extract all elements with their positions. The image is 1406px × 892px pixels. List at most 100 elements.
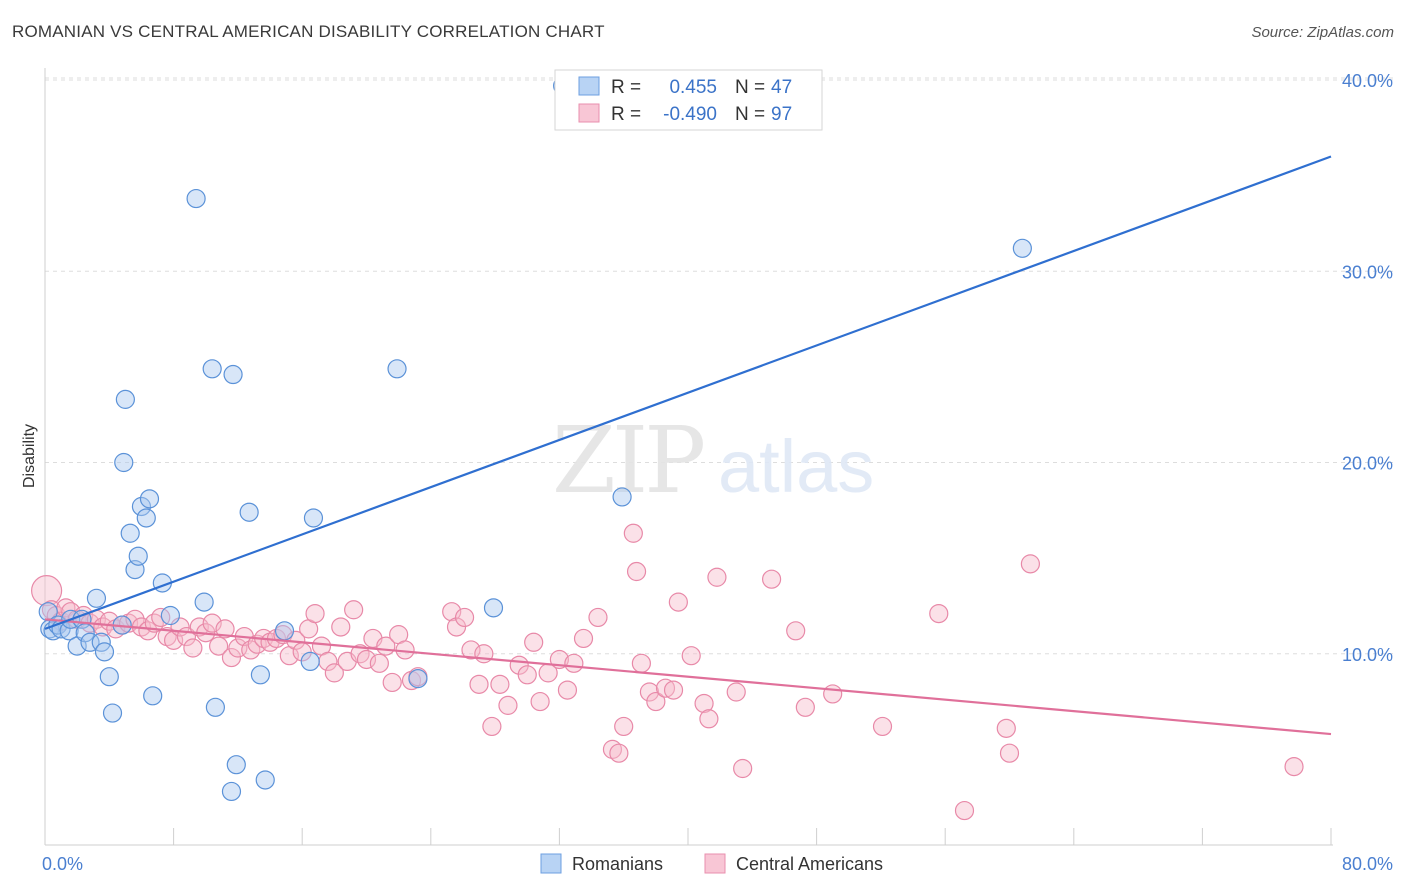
central-americans-point-86 [646, 691, 666, 712]
central-americans-point-90 [681, 646, 701, 666]
romanians-point-38 [274, 621, 295, 641]
legend-swatch-central-americans [578, 103, 600, 123]
watermark-atlas: atlas [718, 425, 874, 508]
romanians-point-25 [143, 686, 163, 706]
central-americans-point-0 [31, 575, 63, 607]
y-tick-label-3: 40.0% [1342, 71, 1393, 91]
central-americans-points [31, 523, 1304, 821]
central-americans-point-100 [872, 716, 893, 737]
romanians-point-35 [239, 502, 259, 522]
legend-r-value-romanians: 0.455 [669, 77, 717, 98]
y-tick-label-0: 10.0% [1342, 645, 1393, 665]
central-americans-point-68 [498, 695, 518, 715]
central-americans-point-75 [557, 680, 578, 700]
gridlines [45, 77, 1393, 655]
series-legend: Romanians Central Americans [540, 853, 883, 874]
central-americans-point-92 [699, 709, 719, 729]
central-americans-point-85 [639, 682, 660, 702]
central-americans-point-63 [461, 640, 481, 660]
central-americans-point-49 [344, 600, 364, 620]
central-americans-point-106 [1284, 756, 1304, 777]
central-americans-trend-line [44, 618, 1332, 736]
central-americans-point-82 [623, 523, 643, 543]
romanians-point-21 [128, 546, 148, 566]
central-americans-point-43 [305, 603, 325, 624]
central-americans-point-17 [138, 621, 158, 641]
central-americans-point-53 [369, 653, 389, 673]
romanians-point-24 [139, 489, 160, 509]
romanians-point-45 [612, 487, 632, 507]
y-tick-label-1: 20.0% [1342, 454, 1393, 474]
source-credit: Source: ZipAtlas.com [1251, 24, 1394, 41]
romanians-point-27 [160, 605, 180, 626]
legend-n-value-central-americans: 97 [771, 104, 792, 125]
central-americans-point-95 [733, 758, 753, 779]
romanians-point-13 [94, 642, 115, 662]
series-legend-label-romanians: Romanians [572, 854, 663, 874]
central-americans-point-76 [564, 653, 584, 673]
chart-title: ROMANIAN VS CENTRAL AMERICAN DISABILITY … [12, 22, 605, 41]
legend-n-label-romanians: N = [735, 77, 765, 98]
legend-swatch-romanians [578, 76, 600, 96]
central-americans-point-24 [183, 638, 203, 658]
romanians-point-46 [1012, 238, 1032, 258]
series-legend-label-central-americans: Central Americans [736, 854, 883, 874]
romanians-point-28 [186, 188, 206, 209]
y-tick-label-2: 30.0% [1342, 262, 1393, 282]
central-americans-point-29 [215, 619, 235, 639]
romanians-point-11 [86, 588, 107, 608]
trend-lines [44, 155, 1332, 736]
central-americans-point-77 [573, 628, 594, 649]
romanians-points [38, 76, 1032, 802]
romanians-point-18 [114, 452, 134, 473]
central-americans-point-64 [469, 674, 489, 694]
romanians-point-19 [120, 523, 140, 543]
central-americans-point-96 [761, 569, 782, 589]
central-americans-point-46 [324, 663, 344, 683]
romanians-point-17 [115, 389, 135, 409]
central-americans-point-83 [626, 561, 647, 582]
romanians-point-42 [408, 669, 428, 689]
central-americans-point-51 [356, 649, 377, 670]
central-americans-point-99 [823, 684, 843, 704]
central-americans-point-70 [517, 665, 537, 685]
central-americans-point-98 [795, 697, 815, 717]
romanians-point-39 [300, 651, 320, 672]
romanians-point-37 [255, 770, 275, 790]
series-legend-swatch-romanians [540, 853, 562, 874]
central-americans-point-94 [726, 682, 746, 702]
romanians-point-36 [250, 665, 271, 685]
central-americans-point-62 [454, 607, 475, 628]
romanians-point-15 [102, 703, 123, 723]
central-americans-point-101 [929, 603, 949, 624]
romanians-point-23 [136, 508, 156, 528]
romanians-trend-line [44, 155, 1332, 630]
central-americans-point-105 [1020, 554, 1040, 574]
central-americans-point-88 [663, 680, 684, 700]
y-tick-labels: 10.0% 20.0% 30.0% 40.0% [1342, 71, 1393, 665]
central-americans-point-55 [382, 672, 402, 693]
central-americans-point-30 [221, 647, 242, 668]
axes [44, 68, 1333, 846]
central-americans-point-28 [209, 636, 229, 656]
x-tick-label-right: 80.0% [1342, 854, 1393, 874]
central-americans-point-67 [490, 674, 510, 694]
romanians-point-29 [194, 592, 214, 612]
legend-n-label-central-americans: N = [735, 104, 765, 125]
romanians-point-32 [223, 364, 243, 385]
romanians-point-30 [202, 359, 222, 379]
central-americans-point-61 [446, 617, 467, 637]
central-americans-point-93 [707, 567, 727, 587]
legend-n-value-romanians: 47 [771, 77, 792, 98]
central-americans-point-71 [524, 632, 544, 652]
central-americans-point-47 [331, 617, 351, 637]
central-americans-point-89 [668, 592, 688, 612]
romanians-point-14 [99, 667, 119, 687]
legend-r-label-central-americans: R = [611, 104, 641, 125]
central-americans-point-87 [655, 678, 676, 698]
romanians-point-43 [483, 598, 504, 618]
central-americans-point-91 [694, 693, 714, 714]
central-americans-point-78 [588, 607, 608, 628]
watermark-zip: ZIP [552, 407, 703, 514]
